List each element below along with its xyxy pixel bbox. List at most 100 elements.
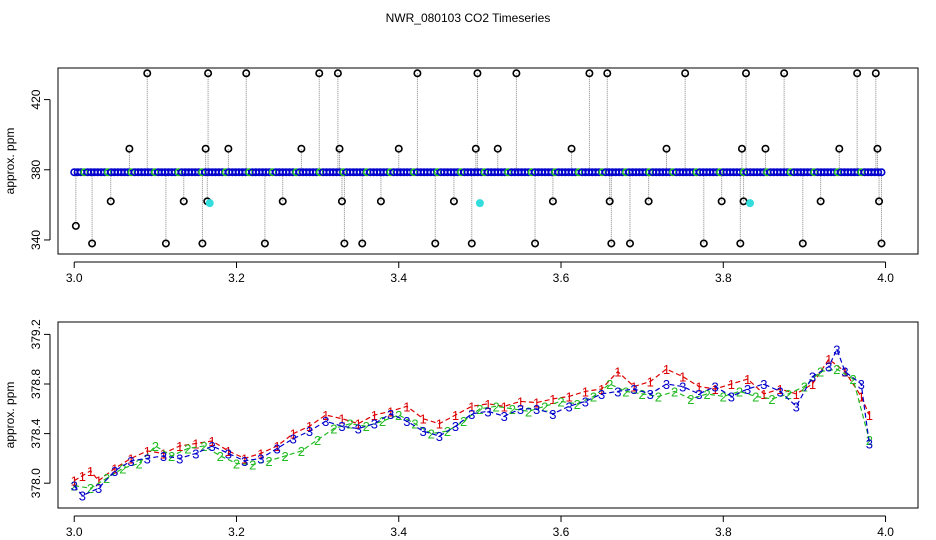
series-1-point: 1 — [663, 362, 670, 377]
y-axis-label: approx. ppm — [3, 128, 17, 195]
series-1-point: 1 — [95, 474, 102, 489]
series-3-point: 3 — [144, 451, 151, 466]
spike-point — [471, 144, 480, 153]
series-2-point: 2 — [525, 404, 532, 419]
series-3-point: 3 — [322, 414, 329, 429]
series-1-point: 1 — [273, 439, 280, 454]
series-2-point: 2 — [720, 389, 727, 404]
series-2-point: 2 — [752, 389, 759, 404]
series-3-point: 3 — [273, 441, 280, 456]
chart-title: NWR_080103 CO2 Timeseries — [386, 11, 551, 25]
x-tick-label: 3.8 — [715, 271, 732, 285]
series-1-point: 1 — [809, 377, 816, 392]
series-1-point: 1 — [209, 434, 216, 449]
series-2-point: 2 — [574, 397, 581, 412]
spike-point — [607, 239, 616, 248]
spike-point — [603, 69, 612, 78]
highlight-point — [746, 199, 755, 208]
series-3-point: 3 — [809, 370, 816, 385]
spike-point — [431, 239, 440, 248]
spike-point — [394, 144, 403, 153]
spike-point — [853, 69, 862, 78]
series-1-point: 1 — [241, 451, 248, 466]
series-2-point: 2 — [476, 402, 483, 417]
series-2-point: 2 — [217, 449, 224, 464]
series-1-point: 1 — [71, 474, 78, 489]
spike-point — [681, 69, 690, 78]
series-1-point: 1 — [533, 396, 540, 411]
spike-point — [473, 69, 482, 78]
spike-point — [71, 221, 80, 230]
series-2-point: 2 — [298, 444, 305, 459]
x-tick-label: 3.6 — [553, 271, 570, 285]
series-2-point: 2 — [460, 414, 467, 429]
series-3-point: 3 — [95, 481, 102, 496]
series-3-point: 3 — [452, 419, 459, 434]
spike-point — [333, 69, 342, 78]
series-1-point: 1 — [582, 384, 589, 399]
series-1-point: 1 — [549, 392, 556, 407]
spike-point — [201, 144, 210, 153]
highlight-point — [205, 199, 214, 208]
series-line-2 — [74, 368, 870, 489]
spike-point — [761, 144, 770, 153]
y-tick-label: 380 — [29, 159, 43, 179]
y-tick-label: 378.8 — [29, 369, 43, 399]
spike-point — [816, 197, 825, 206]
series-2-point: 2 — [671, 384, 678, 399]
spike-point — [567, 144, 576, 153]
series-3-point: 3 — [501, 409, 508, 424]
spike-point — [106, 197, 115, 206]
spike-point — [780, 69, 789, 78]
series-3-point: 3 — [192, 446, 199, 461]
series-2-point: 2 — [541, 399, 548, 414]
spike-point — [337, 197, 346, 206]
spike-point — [644, 197, 653, 206]
series-2-point: 2 — [249, 458, 256, 473]
series-2-point: 2 — [590, 389, 597, 404]
series-1-point: 1 — [841, 365, 848, 380]
spike-point — [798, 239, 807, 248]
spike-point — [835, 144, 844, 153]
series-1-point: 1 — [290, 427, 297, 442]
series-3-point: 3 — [338, 419, 345, 434]
spike-point — [737, 144, 746, 153]
series-2-point: 2 — [136, 456, 143, 471]
series-2-point: 2 — [200, 439, 207, 454]
series-3-point: 3 — [630, 382, 637, 397]
spike-point — [224, 144, 233, 153]
series-3-point: 3 — [679, 379, 686, 394]
spike-point — [161, 239, 170, 248]
series-3-point: 3 — [160, 449, 167, 464]
series-1-point: 1 — [144, 444, 151, 459]
series-1-point: 1 — [484, 397, 491, 412]
spike-point — [413, 69, 422, 78]
spike-point — [297, 144, 306, 153]
spike-point — [242, 69, 251, 78]
series-1-point: 1 — [858, 389, 865, 404]
series-3-point: 3 — [728, 389, 735, 404]
series-3-point: 3 — [712, 379, 719, 394]
series-3-point: 3 — [614, 384, 621, 399]
spike-point — [625, 239, 634, 248]
series-3-point: 3 — [858, 377, 865, 392]
spike-point — [662, 144, 671, 153]
series-1-point: 1 — [647, 375, 654, 390]
series-1-point: 1 — [468, 399, 475, 414]
series-3-point: 3 — [436, 429, 443, 444]
series-2-point: 2 — [703, 387, 710, 402]
series-3-point: 3 — [403, 414, 410, 429]
x-tick-label: 3.4 — [390, 271, 407, 285]
series-1-point: 1 — [679, 370, 686, 385]
y-tick-label: 420 — [29, 89, 43, 109]
series-2-point: 2 — [346, 417, 353, 432]
series-2-point: 2 — [184, 441, 191, 456]
series-3-point: 3 — [71, 479, 78, 494]
spike-point — [260, 239, 269, 248]
series-2-point: 2 — [152, 439, 159, 454]
series-3-point: 3 — [225, 446, 232, 461]
series-2-point: 2 — [411, 417, 418, 432]
x-tick-label: 3.0 — [66, 271, 83, 285]
series-3-point: 3 — [663, 377, 670, 392]
spike-point — [449, 197, 458, 206]
